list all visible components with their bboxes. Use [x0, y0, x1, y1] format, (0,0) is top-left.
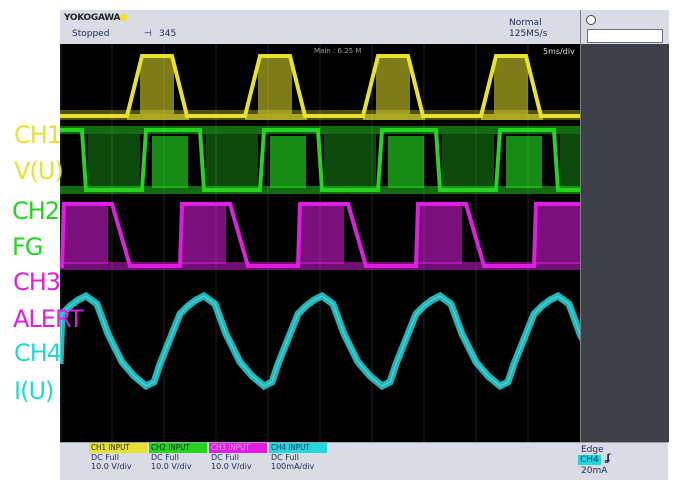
label-iu: I(U)	[14, 377, 54, 405]
ch2-pulse	[152, 136, 188, 188]
radio-icon[interactable]	[586, 15, 596, 25]
label-ch3: CH3	[13, 268, 61, 296]
side-panel-field[interactable]	[587, 29, 663, 43]
label-alert: ALERT	[13, 305, 84, 333]
ch4-title: CH4 INPUT	[269, 443, 327, 453]
ch4-scale: 100mA/div	[271, 462, 315, 471]
waveform-canvas: Main : 6.25 M 5ms/div	[56, 44, 675, 442]
ch3-pulse	[300, 206, 344, 264]
brand-logo: YOKOGAWA	[64, 13, 121, 23]
ch2-top-band	[60, 126, 580, 134]
ch1-pulse	[140, 58, 174, 114]
ch3-trace	[60, 202, 605, 268]
label-ch2: CH2	[12, 197, 60, 225]
record-count: 345	[159, 29, 177, 39]
ch1-pulse	[376, 58, 410, 114]
ch3-scale: 10.0 V/div	[211, 462, 252, 471]
acquisition-status: Stopped	[72, 29, 110, 39]
label-fg: FG	[12, 233, 43, 261]
ch1-pulse	[494, 58, 528, 114]
ch1-noise-band	[481, 114, 543, 120]
ch2-pulse	[270, 136, 306, 188]
acquisition-mode: Normal	[509, 18, 542, 28]
ch2-pulse	[506, 136, 542, 188]
ch2-title: CH2 INPUT	[149, 443, 207, 453]
run-indicator-icon	[120, 14, 127, 21]
ch3-pulse	[182, 206, 226, 264]
ch2-coupling: DC Full	[151, 453, 179, 462]
trigger-level: 20mA	[581, 466, 608, 476]
ch2-pulse	[324, 134, 376, 188]
trigger-type: Edge	[581, 445, 604, 455]
ch3-title: CH3 INPUT	[209, 443, 267, 453]
ch3-coupling: DC Full	[211, 453, 239, 462]
ch1-noise-band	[245, 114, 307, 120]
ch4-coupling: DC Full	[271, 453, 299, 462]
ch1-scale: 10.0 V/div	[91, 462, 132, 471]
ch2-pulse	[88, 134, 140, 188]
ch3-pulse	[536, 206, 580, 264]
label-ch4: CH4	[14, 339, 62, 367]
record-icon: ⊣	[144, 29, 152, 39]
ch2-info[interactable]: CH2 INPUT DC Full 10.0 V/div	[149, 443, 207, 480]
waveform-display: Main : 6.25 M 5ms/div	[56, 44, 675, 442]
rising-edge-icon: ʆ	[605, 453, 611, 464]
ch1-pulse	[258, 58, 292, 114]
ch2-pulse	[442, 134, 494, 188]
ch1-baseline	[60, 110, 580, 120]
label-vu: V(U)	[14, 157, 64, 185]
ch3-baseline	[60, 262, 580, 270]
ch2-pulse	[560, 134, 612, 188]
channel-info-bar: CH1 INPUT DC Full 10.0 V/div CH2 INPUT D…	[60, 442, 668, 480]
status-bar: YOKOGAWA Stopped ⊣ 345 Normal 125MS/s	[60, 10, 580, 45]
ch3-pulse	[418, 206, 462, 264]
label-ch1: CH1	[14, 121, 62, 149]
ch3-pulse	[64, 206, 108, 264]
ch1-info[interactable]: CH1 INPUT DC Full 10.0 V/div	[89, 443, 147, 480]
side-panel	[580, 10, 669, 442]
ch1-coupling: DC Full	[91, 453, 119, 462]
ch2-scale: 10.0 V/div	[151, 462, 192, 471]
ch2-bottom-band	[60, 186, 580, 194]
ch2-pulse	[206, 134, 258, 188]
ch4-info[interactable]: CH4 INPUT DC Full 100mA/div	[269, 443, 327, 480]
ch1-noise-band	[363, 114, 425, 120]
sample-rate: 125MS/s	[509, 29, 548, 39]
ch1-noise-band	[127, 114, 189, 120]
time-div-label: 5ms/div	[543, 47, 575, 56]
ch3-info[interactable]: CH3 INPUT DC Full 10.0 V/div	[209, 443, 267, 480]
ch1-title: CH1 INPUT	[89, 443, 147, 453]
trigger-source: CH4	[578, 455, 601, 465]
ch2-pulse	[388, 136, 424, 188]
main-length-label: Main : 6.25 M	[314, 47, 361, 55]
